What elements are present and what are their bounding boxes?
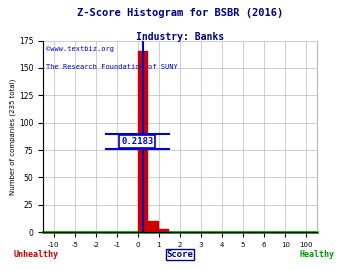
Text: Industry: Banks: Industry: Banks bbox=[136, 32, 224, 42]
Text: ©www.textbiz.org: ©www.textbiz.org bbox=[46, 46, 114, 52]
Bar bbox=[148, 221, 159, 232]
Bar bbox=[138, 52, 148, 232]
Text: The Research Foundation of SUNY: The Research Foundation of SUNY bbox=[46, 63, 178, 69]
Text: 0.2183: 0.2183 bbox=[121, 137, 153, 146]
Text: Healthy: Healthy bbox=[299, 250, 334, 259]
Text: Score: Score bbox=[167, 250, 193, 259]
Text: Unhealthy: Unhealthy bbox=[14, 250, 58, 259]
Y-axis label: Number of companies (235 total): Number of companies (235 total) bbox=[10, 78, 16, 195]
Bar bbox=[159, 229, 170, 232]
Text: Z-Score Histogram for BSBR (2016): Z-Score Histogram for BSBR (2016) bbox=[77, 8, 283, 18]
